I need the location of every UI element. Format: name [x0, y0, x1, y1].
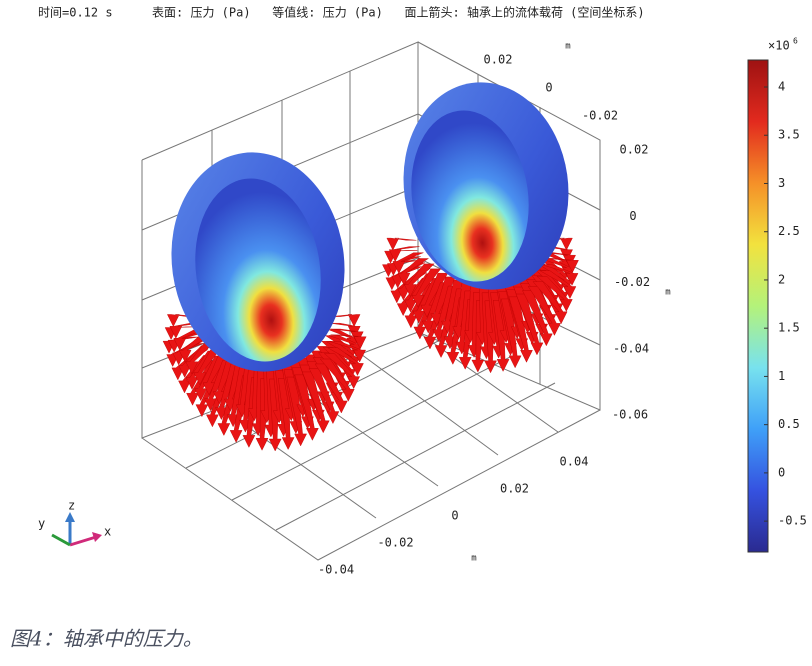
- bearing-right: [403, 82, 569, 290]
- ring-inner: [195, 178, 321, 362]
- caption: 图4：轴承中的压力。: [10, 627, 203, 651]
- colorbar-tick-label: 1: [778, 369, 785, 383]
- colorbar-tick-label: 3: [778, 176, 785, 190]
- colorbar-tick-label: 0.5: [778, 417, 800, 431]
- arrow: [330, 334, 367, 350]
- axis-tick-label: 0.02: [484, 53, 513, 67]
- arrow: [541, 264, 579, 286]
- arrow: [536, 276, 573, 312]
- axis-unit: m: [665, 288, 670, 298]
- arrow: [326, 347, 364, 376]
- grid-floor: [141, 409, 601, 561]
- axis-unit: m: [471, 554, 476, 564]
- arrow: [308, 368, 340, 425]
- axis-tick-label: 0.04: [560, 455, 589, 469]
- arrow: [388, 246, 420, 263]
- colorbar: ×10 6 -0.5 0 0.5 1 1.5 2 2.5 3 3.5 4: [747, 37, 807, 553]
- arrow: [542, 258, 579, 273]
- ring-inner: [411, 110, 529, 282]
- colorbar-gradient: [747, 59, 769, 553]
- colorbar-exponent: 6: [793, 37, 798, 46]
- colorbar-multiplier: ×10: [768, 39, 790, 53]
- arrow: [392, 252, 424, 274]
- triad-y: [51, 533, 71, 547]
- axis-tick-label: 0: [451, 509, 458, 523]
- axis-labels: -0.04 -0.02 0 0.02 0.04 m -0.02 0 0.02 m -0.06 -0.0…: [318, 42, 671, 577]
- bearing-left: [171, 152, 345, 372]
- axis-tick-label: 0: [545, 81, 552, 95]
- grid-line: [275, 382, 556, 531]
- arrow: [387, 256, 421, 276]
- triad-x-head: [92, 532, 102, 542]
- triad-z-label: z: [68, 499, 75, 513]
- arrow: [522, 290, 553, 347]
- axis-tick-label: -0.02: [614, 275, 650, 289]
- axis-tick-label: -0.06: [612, 408, 648, 422]
- header-time: 时间=0.12 s: [38, 6, 113, 20]
- colorbar-tick-label: 2: [778, 272, 785, 286]
- colorbar-tick-label: 0: [778, 465, 785, 479]
- grid-line: [349, 345, 499, 456]
- axis-tick-label: 0: [629, 209, 636, 223]
- arrow: [314, 363, 348, 414]
- arrow: [532, 281, 568, 325]
- arrow: [301, 371, 330, 434]
- colorbar-tick-label: 1.5: [778, 321, 800, 335]
- arrow: [404, 263, 435, 297]
- arrow: [390, 272, 428, 304]
- arrow: [527, 286, 561, 336]
- triad-y-label: y: [38, 517, 45, 531]
- arrow: [329, 341, 366, 363]
- triad-x: [69, 535, 97, 547]
- triad: z x y: [38, 499, 111, 547]
- arrow: [411, 268, 442, 308]
- header-description: 表面: 压力 (Pa) 等值线: 压力 (Pa) 面上箭头: 轴承上的流体载荷 …: [152, 5, 645, 20]
- axis-tick-label: 0.02: [620, 143, 649, 157]
- arrow: [397, 258, 430, 286]
- axis-tick-label: -0.02: [377, 536, 413, 550]
- axis-tick-label: -0.02: [582, 109, 618, 123]
- arrow: [539, 270, 577, 299]
- triad-z-head: [65, 512, 75, 522]
- axis-unit: m: [565, 42, 570, 52]
- arrow: [386, 237, 417, 251]
- arrow: [319, 358, 355, 402]
- arrow-field: [162, 237, 579, 452]
- arrow: [323, 353, 361, 390]
- axis-tick-label: -0.04: [318, 563, 354, 577]
- colorbar-tick-label: 2.5: [778, 224, 800, 238]
- grid-line: [231, 356, 511, 501]
- arrow: [330, 314, 361, 327]
- triad-x-label: x: [104, 525, 111, 539]
- axis-tick-label: 0.02: [500, 482, 529, 496]
- arrow: [172, 339, 207, 366]
- colorbar-tick-label: 3.5: [778, 128, 800, 142]
- colorbar-tick-label: -0.5: [778, 514, 807, 528]
- arrow: [391, 262, 426, 289]
- axis-tick-label: -0.04: [613, 341, 649, 355]
- colorbar-tick-label: 4: [778, 80, 785, 94]
